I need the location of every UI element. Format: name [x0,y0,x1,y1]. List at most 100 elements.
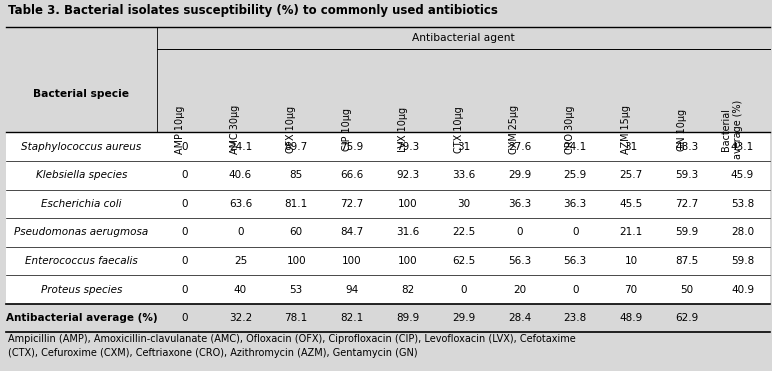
Text: Table 3. Bacterial isolates susceptibility (%) to commonly used antibiotics: Table 3. Bacterial isolates susceptibili… [8,4,499,17]
Text: 92.3: 92.3 [396,170,419,180]
Text: 29.9: 29.9 [452,313,476,323]
Text: 70: 70 [625,285,638,295]
Text: 22.5: 22.5 [452,227,476,237]
Bar [6,247,770,275]
Bar [6,275,770,304]
Text: 0: 0 [181,285,188,295]
Text: 43.1: 43.1 [731,142,754,152]
Text: 84.7: 84.7 [340,227,364,237]
Text: 0: 0 [181,142,188,152]
Text: 72.7: 72.7 [676,199,699,209]
Text: Bacterial specie: Bacterial specie [33,89,130,99]
Text: 56.3: 56.3 [508,256,531,266]
Text: Ampicillin (AMP), Amoxicillin-clavulanate (AMC), Ofloxacin (OFX), Ciprofloxacin : Ampicillin (AMP), Amoxicillin-clavulanat… [8,334,575,358]
Text: 28.4: 28.4 [508,313,531,323]
Text: 62.9: 62.9 [676,313,699,323]
Bar [6,190,770,218]
Text: 31: 31 [625,142,638,152]
Text: 28.0: 28.0 [731,227,754,237]
Text: 48.9: 48.9 [619,313,642,323]
Text: 40: 40 [234,285,247,295]
Bar [6,0,770,27]
Text: 62.5: 62.5 [452,256,476,266]
Text: 36.3: 36.3 [564,199,587,209]
Text: Staphylococcus aureus: Staphylococcus aureus [22,142,141,152]
Text: 89.7: 89.7 [285,142,308,152]
Text: 0: 0 [181,227,188,237]
Text: 33.6: 33.6 [452,170,476,180]
Text: 24.1: 24.1 [564,142,587,152]
Text: LVX 10µg: LVX 10µg [398,107,408,152]
Text: OFX 10µg: OFX 10µg [286,106,296,153]
Text: 27.6: 27.6 [508,142,531,152]
Text: 100: 100 [342,256,362,266]
Text: 85: 85 [290,170,303,180]
Text: 24.1: 24.1 [229,142,252,152]
Text: 53.8: 53.8 [731,199,754,209]
Text: 72.7: 72.7 [340,199,364,209]
Text: 56.3: 56.3 [564,256,587,266]
Text: Pseudomonas aerugmosa: Pseudomonas aerugmosa [15,227,148,237]
Text: 87.5: 87.5 [676,256,699,266]
Text: 30: 30 [457,199,470,209]
Text: 59.3: 59.3 [676,170,699,180]
Text: 32.2: 32.2 [229,313,252,323]
Text: Escherichia coli: Escherichia coli [41,199,122,209]
Text: 45.5: 45.5 [619,199,642,209]
Text: 0: 0 [181,313,188,323]
Text: Antibacterial average (%): Antibacterial average (%) [5,313,157,323]
Text: Antibacterial agent: Antibacterial agent [412,33,515,43]
Text: Proteus species: Proteus species [41,285,122,295]
Text: 53: 53 [290,285,303,295]
Text: 0: 0 [181,170,188,180]
Text: 0: 0 [572,285,578,295]
Text: 81.1: 81.1 [285,199,308,209]
Text: AZM 15µg: AZM 15µg [621,105,631,154]
Text: 79.3: 79.3 [396,142,419,152]
Bar [6,218,770,247]
Bar [6,161,770,190]
Text: 0: 0 [516,227,523,237]
Text: CIP 10µg: CIP 10µg [342,108,352,151]
Text: 0: 0 [181,199,188,209]
Text: 0: 0 [237,227,244,237]
Text: 100: 100 [398,256,418,266]
Text: 21.1: 21.1 [619,227,642,237]
Bar [6,304,770,332]
Text: 89.9: 89.9 [396,313,419,323]
Text: CRO 30µg: CRO 30µg [565,105,575,154]
Text: 10: 10 [625,256,638,266]
Text: 0: 0 [460,285,467,295]
Text: 59.9: 59.9 [676,227,699,237]
Text: Bacterial
average (%): Bacterial average (%) [721,100,743,159]
Text: 36.3: 36.3 [508,199,531,209]
Text: 63.6: 63.6 [229,199,252,209]
Text: 75.9: 75.9 [340,142,364,152]
Text: 40.9: 40.9 [731,285,754,295]
Text: 59.8: 59.8 [731,256,754,266]
Text: 78.1: 78.1 [285,313,308,323]
Text: 25.9: 25.9 [564,170,587,180]
Text: AMC 30µg: AMC 30µg [230,105,240,154]
Text: 94: 94 [345,285,359,295]
Text: 66.6: 66.6 [340,170,364,180]
Text: 25: 25 [234,256,247,266]
Text: 48.3: 48.3 [676,142,699,152]
Text: CXM 25µg: CXM 25µg [510,105,520,154]
Text: Enterococcus faecalis: Enterococcus faecalis [25,256,138,266]
Text: 45.9: 45.9 [731,170,754,180]
Text: Klebsiella species: Klebsiella species [36,170,127,180]
Text: 23.8: 23.8 [564,313,587,323]
Text: GN 10µg: GN 10µg [677,108,687,151]
Text: 40.6: 40.6 [229,170,252,180]
Text: 25.7: 25.7 [619,170,642,180]
Text: 0: 0 [572,227,578,237]
Bar [6,49,770,132]
Text: 100: 100 [286,256,306,266]
Text: 60: 60 [290,227,303,237]
Text: 82: 82 [401,285,415,295]
Text: 50: 50 [680,285,693,295]
Text: 100: 100 [398,199,418,209]
Text: 29.9: 29.9 [508,170,531,180]
Text: 31: 31 [457,142,470,152]
